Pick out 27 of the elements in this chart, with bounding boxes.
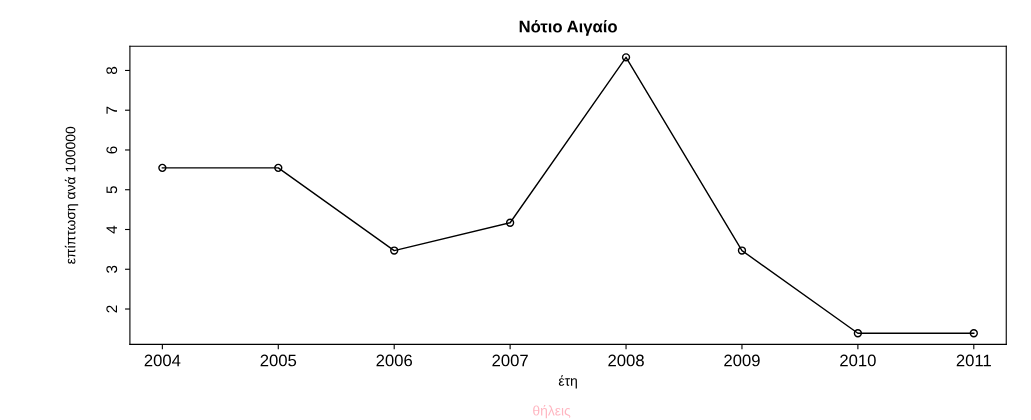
point (853, 329, 863, 338)
y-tick-label: 2 (106, 305, 118, 313)
y-tick-label: 3 (106, 265, 118, 273)
y-tick-label: 5 (106, 186, 118, 194)
x-tick-label: 2006 (376, 354, 413, 367)
point (390, 246, 399, 255)
chart-title: Νότιο Αιγαίο (519, 20, 617, 36)
point (969, 329, 978, 338)
y-tick-label: 7 (106, 106, 118, 114)
x-tick-label: 2005 (260, 354, 297, 367)
y-tick-label: 6 (106, 146, 118, 154)
x-tick-label: 2010 (840, 354, 876, 367)
x-axis-title: έτη (558, 375, 577, 389)
y-axis-title: επίπτωση ανά 100000 (64, 126, 79, 264)
y-tick-label: 8 (106, 66, 118, 75)
x-tick-label: 2011 (956, 354, 991, 367)
x-tick-label: 2004 (144, 354, 181, 367)
point (274, 163, 283, 173)
x-tick-label: 2009 (724, 354, 760, 367)
y-tick-label: 4 (106, 225, 118, 234)
point (621, 53, 631, 62)
point (737, 246, 747, 255)
point (158, 163, 167, 173)
text: θήλεις (533, 404, 571, 419)
x-tick-label: 2008 (608, 354, 644, 367)
x-tick-label: 2007 (492, 354, 528, 367)
point (505, 218, 515, 227)
